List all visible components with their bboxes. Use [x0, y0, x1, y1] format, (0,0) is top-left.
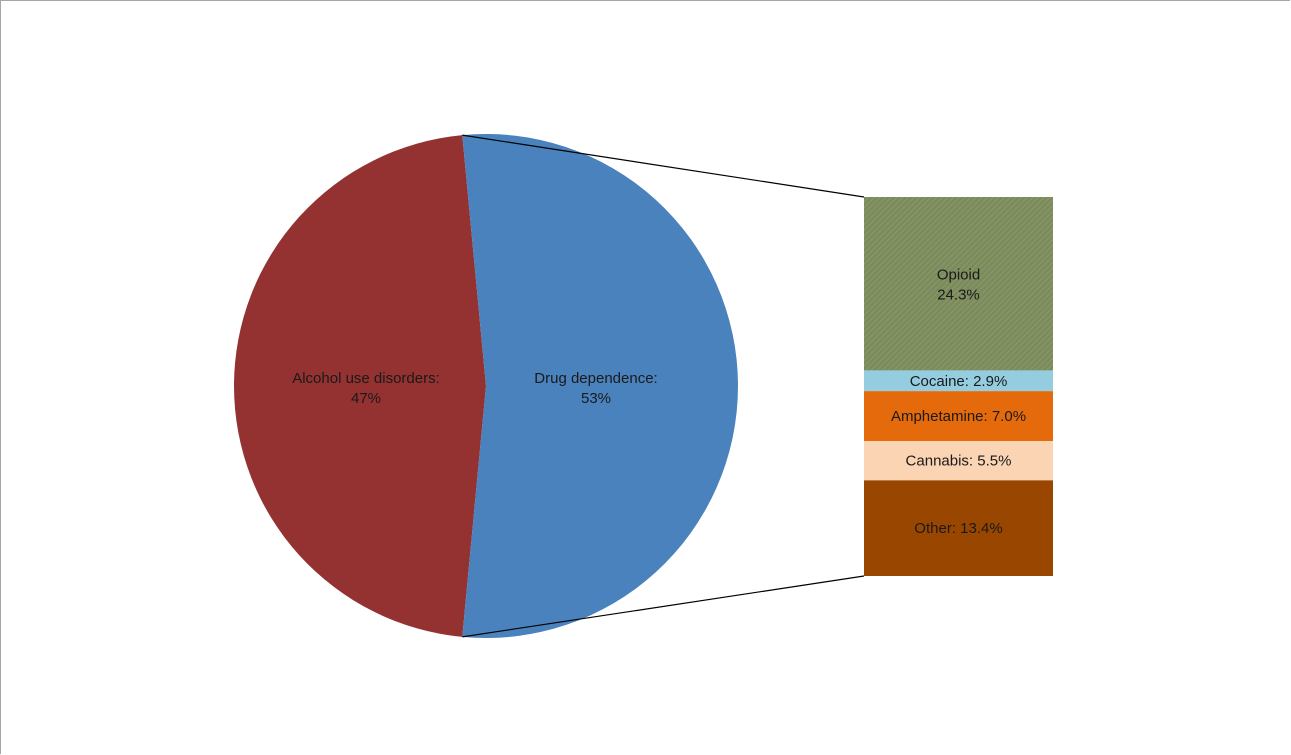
- bar-label-other: Other: 13.4%: [914, 520, 1002, 537]
- bar-label-opioid: Opioid: [937, 267, 980, 284]
- pie-value-alcohol-use-disorders: 47%: [351, 390, 381, 407]
- bar-segment-cocaine: [864, 370, 1053, 392]
- bar-segment-amphetamine: [864, 391, 1053, 442]
- pie-slice-alcohol-use-disorders: [234, 135, 486, 637]
- connector-line-bottom: [462, 575, 865, 638]
- bar-segment-cannabis: [864, 441, 1053, 481]
- connector-line-top: [462, 134, 865, 198]
- breakdown-bar: Opioid 24.3% Cocaine: 2.9% Amphetamine: 7.0…: [864, 197, 1053, 576]
- pie-label-drug-dependence: Drug dependence:: [534, 370, 657, 387]
- pie-value-drug-dependence: 53%: [581, 390, 611, 407]
- pie-slice-drug-dependence: [462, 133, 739, 638]
- bar-value-opioid: 24.3%: [937, 287, 980, 304]
- pie-label-alcohol-use-disorders: Alcohol use disorders:: [292, 370, 440, 387]
- bar-segment-opioid: [864, 197, 1053, 371]
- bar-label-cocaine: Cocaine: 2.9%: [910, 373, 1008, 390]
- connector-lines: [462, 134, 865, 638]
- bar-label-amphetamine: Amphetamine: 7.0%: [891, 408, 1026, 425]
- bar-label-cannabis: Cannabis: 5.5%: [906, 453, 1012, 470]
- pie: Alcohol use disorders: 47% Drug dependence…: [234, 133, 739, 638]
- bar-segment-other: [864, 480, 1053, 576]
